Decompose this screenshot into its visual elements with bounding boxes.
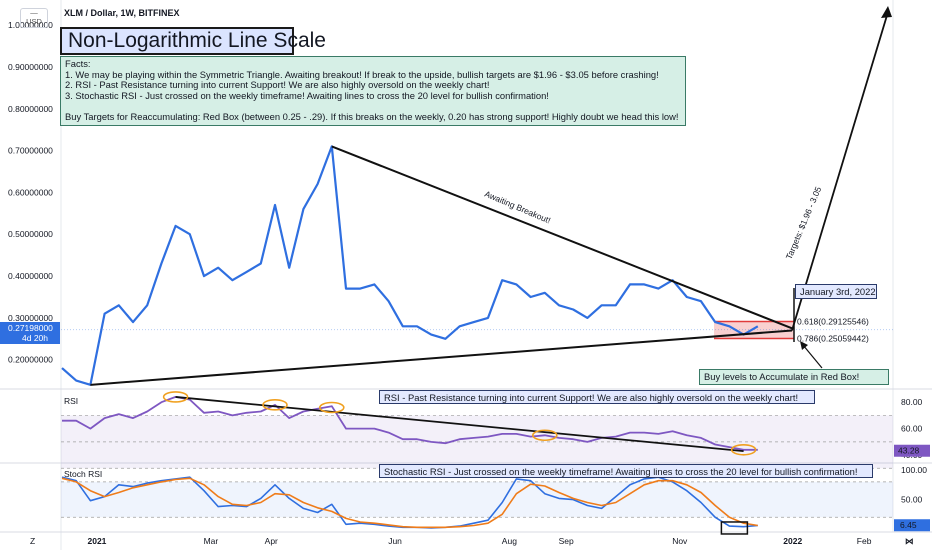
rsi-pane-title: RSI [64,396,78,406]
facts-line: 3. Stochastic RSI - Just crossed on the … [65,90,549,102]
buy-levels-callout: Buy levels to Accumulate in Red Box! [699,369,889,385]
currency-label: USD [26,16,42,26]
price-tick-label: 0.30000000 [8,313,53,323]
rsi-highlight-circle [730,443,757,456]
x-tick-label: Jun [388,536,402,546]
price-tick-label: 0.60000000 [8,187,53,197]
rsi-value-badge [894,444,930,457]
triangle-support-line [90,329,793,386]
price-tick-label: 0.40000000 [8,271,53,281]
x-tick-label: Nov [672,536,688,546]
target-arrow-head [881,6,892,18]
x-tick-label: 2022 [783,536,802,546]
price-tick-label: 0.80000000 [8,104,53,114]
price-badge: 0.27198000 4d 20h [0,322,60,344]
target-arrow-line [791,11,889,331]
price-tick-label: 0.90000000 [8,62,53,72]
targets-label: Targets: $1.96 - 3.05 [784,185,824,261]
stoch-band [61,481,893,518]
stoch-callout: Stochastic RSI - Just crossed on the wee… [379,464,873,478]
rsi-tick-label: 80.00 [901,397,923,407]
x-tick-label: 2021 [88,536,107,546]
price-series-line [61,145,759,386]
stoch-cross-box [720,521,749,535]
rsi-tick-label: 60.00 [901,424,923,434]
stoch-d-line [61,477,758,529]
x-tick-label: Aug [502,536,517,546]
price-badge-countdown: 4d 20h [22,333,48,343]
price-tick-label: 0.50000000 [8,229,53,239]
symbol-header: XLM / Dollar, 1W, BITFINEX [64,8,180,18]
facts-line: Facts: [65,58,91,69]
rsi-value-label: 43.28 [898,446,920,456]
buy-arrow-head [800,341,808,350]
rsi-trend-line [175,396,744,453]
price-tick-label: 0.20000000 [8,355,53,365]
price-tick-label: 0.70000000 [8,146,53,156]
facts-note: Facts: 1. We may be playing within the S… [60,56,686,126]
rsi-highlight-circle [262,399,288,411]
rsi-highlight-circle [531,429,558,442]
rsi-highlight-circle [318,401,345,414]
price-badge-value: 0.27198000 [8,323,53,333]
stoch-tick-label: 100.00 [901,465,927,475]
stoch-value-badge [894,519,930,532]
triangle-resistance-line [331,145,793,330]
stoch-tick-label: 50.00 [901,495,923,505]
date-callout: January 3rd, 2022 [795,284,877,299]
x-tick-label: Sep [559,536,574,546]
buy-arrow-line [802,344,823,369]
rsi-callout: RSI - Past Resistance turning into curre… [379,390,815,404]
x-tick-label: Feb [857,536,872,546]
zoom-icon: Z [30,536,35,546]
fib-618-label: 0.618(0.29125546) [797,317,869,327]
x-tick-label: Mar [204,536,219,546]
price-tick-label: 1.00000000 [8,20,53,30]
rsi-highlight-circle [162,391,189,403]
stoch-pane-title: Stoch RSI [64,469,102,479]
tradingview-logo: ⋈ [905,536,914,546]
facts-line: 1. We may be playing within the Symmetri… [65,68,659,80]
note-title: Non-Logarithmic Line Scale [60,27,326,55]
stoch-value-label: 6.45 [900,520,917,530]
currency-button[interactable]: — USD [20,8,48,28]
facts-line: 2. RSI - Past Resistance turning into cu… [65,79,490,91]
fib-786-label: 0.786(0.25059442) [797,334,869,344]
facts-line: Buy Targets for Reaccumulating: Red Box … [65,111,679,123]
x-tick-label: Apr [265,536,278,546]
